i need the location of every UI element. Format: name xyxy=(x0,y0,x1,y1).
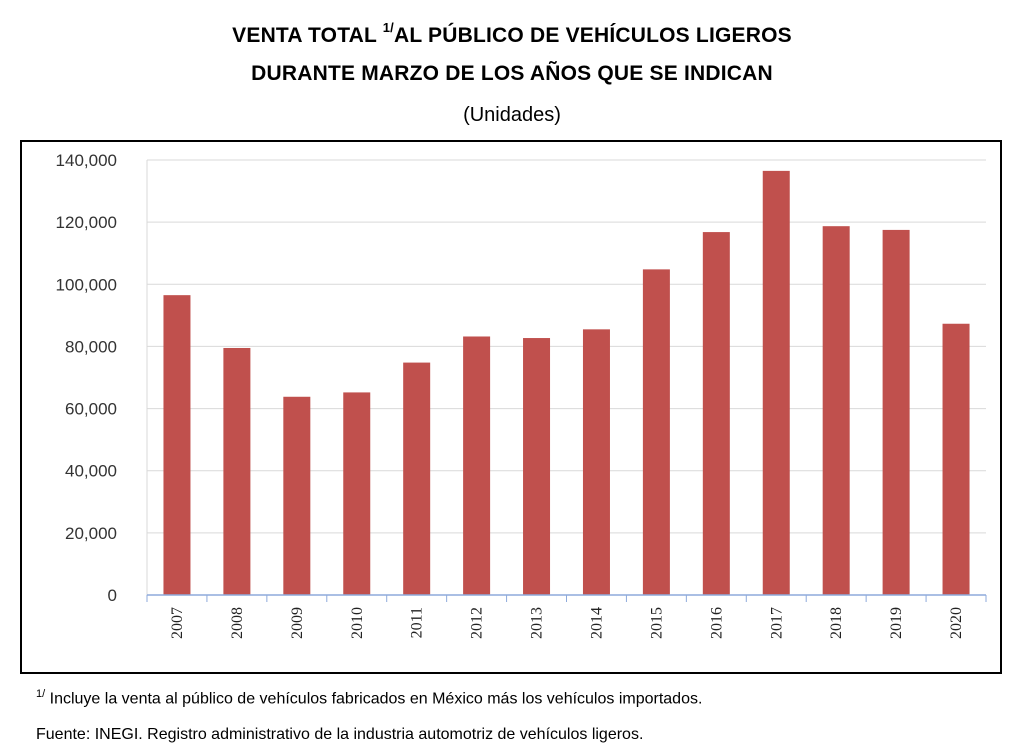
x-tick-label: 2018 xyxy=(828,607,845,639)
y-tick-label: 120,000 xyxy=(56,213,117,232)
x-tick-label: 2007 xyxy=(169,607,186,639)
chart-frame: 0 20,000 40,000 60,000 80,000 100,000 120,000 1… xyxy=(20,140,1002,674)
footnote-marker: 1/ xyxy=(36,688,46,700)
y-tick-label: 60,000 xyxy=(65,400,117,419)
y-tick-label: 80,000 xyxy=(65,337,117,356)
bar-2016 xyxy=(702,232,730,595)
bar-2007 xyxy=(163,295,191,595)
bar-2009 xyxy=(283,396,311,595)
bar-2018 xyxy=(822,226,850,596)
x-tick-label: 2011 xyxy=(409,607,426,638)
title-footnote-marker: 1/ xyxy=(382,20,394,35)
bar-chart: 0 20,000 40,000 60,000 80,000 100,000 120,000 1… xyxy=(56,151,987,639)
bar-2012 xyxy=(463,336,491,595)
y-tick-label: 100,000 xyxy=(56,275,117,294)
bar-2010 xyxy=(343,392,371,595)
x-tick-label: 2017 xyxy=(768,607,785,639)
x-tick-label: 2009 xyxy=(289,607,306,639)
x-tick-label: 2016 xyxy=(708,607,725,639)
x-tick-label: 2020 xyxy=(948,607,965,639)
bar-2014 xyxy=(582,329,610,595)
bar-2020 xyxy=(942,323,970,595)
x-tick-label: 2015 xyxy=(648,607,665,639)
footnote: 1/ Incluye la venta al público de vehícu… xyxy=(36,688,702,708)
bar-2019 xyxy=(882,229,910,595)
y-tick-label: 40,000 xyxy=(65,462,117,481)
bar-2008 xyxy=(223,347,251,595)
chart-title-line-2: DURANTE MARZO DE LOS AÑOS QUE SE INDICAN xyxy=(251,62,773,85)
chart-title-line-1: VENTA TOTAL 1/AL PÚBLICO DE VEHÍCULOS LI… xyxy=(0,20,1024,48)
x-tick-label: 2014 xyxy=(588,607,605,639)
x-tick-label: 2010 xyxy=(349,607,366,639)
x-tick-label: 2019 xyxy=(888,607,905,639)
chart-subtitle: (Unidades) xyxy=(463,104,561,126)
x-tick-label: 2013 xyxy=(529,607,546,639)
y-tick-label: 140,000 xyxy=(56,151,117,170)
x-tick-label: 2008 xyxy=(229,607,246,639)
y-tick-label: 0 xyxy=(108,586,117,605)
footnote-text: Incluye la venta al público de vehículos… xyxy=(45,690,703,708)
bar-2013 xyxy=(523,338,551,595)
title-text-post: AL PÚBLICO DE VEHÍCULOS LIGEROS xyxy=(393,24,792,47)
bar-2011 xyxy=(403,362,431,595)
bar-2017 xyxy=(762,170,790,595)
source-note: Fuente: INEGI. Registro administrativo d… xyxy=(36,726,644,743)
title-text-pre: VENTA TOTAL xyxy=(232,24,383,47)
y-tick-label: 20,000 xyxy=(65,524,117,543)
bar-2015 xyxy=(642,269,670,595)
x-tick-label: 2012 xyxy=(469,607,486,639)
